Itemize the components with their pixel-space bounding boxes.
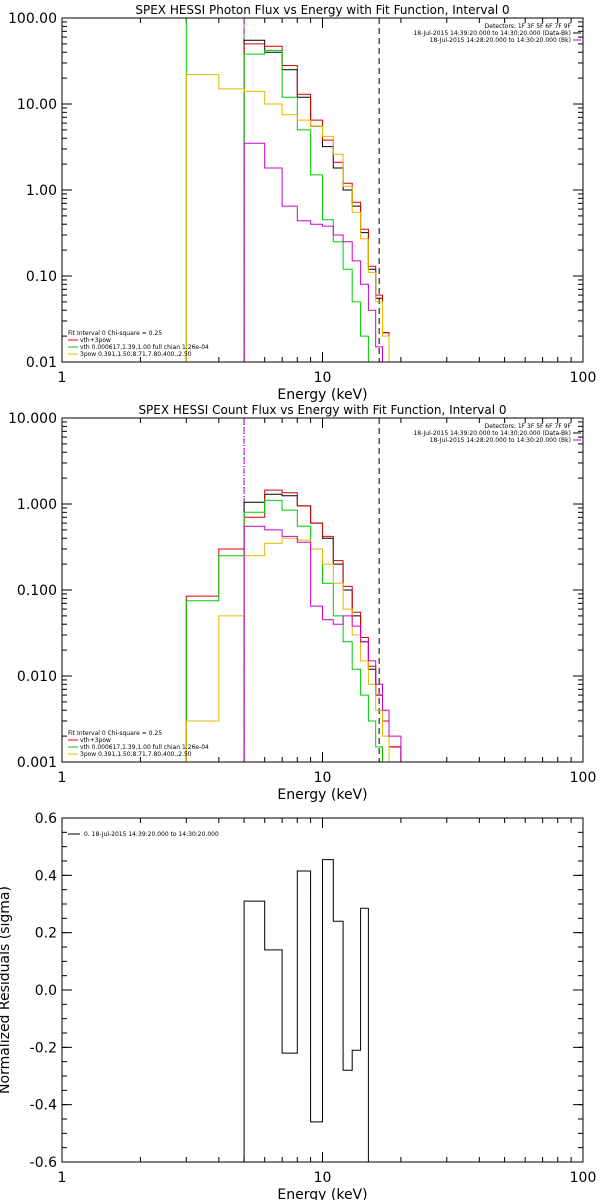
chart-title: SPEX HESSI Photon Flux vs Energy with Fi… (135, 3, 509, 17)
x-tick-label: 100 (570, 1170, 597, 1186)
y-tick-label: 1.000 (17, 497, 57, 513)
y-tick-label: -0.2 (30, 1040, 57, 1056)
series-line-5 (243, 525, 402, 762)
y-tick-label: 10.00 (17, 97, 57, 113)
chart-title: SPEX HESSI Count Flux vs Energy with Fit… (138, 403, 506, 417)
y-tick-label: 0.6 (35, 811, 57, 827)
x-axis-label: Energy (keV) (277, 787, 367, 803)
plot-frame (61, 17, 584, 363)
x-tick-label: 1 (58, 770, 67, 786)
y-tick-label: 0.10 (26, 269, 57, 285)
y-tick-label: 0.4 (35, 868, 57, 884)
x-tick-label: 100 (570, 770, 597, 786)
x-tick-label: 10 (314, 370, 332, 386)
legend-entry-2: vth+3pow (80, 337, 111, 344)
y-tick-label: -0.4 (30, 1098, 57, 1114)
legend-entry-3: vth 0.000617,1.39,1.00 full chian 1.26e-… (80, 344, 209, 351)
info-line-1: Detectors: 1F 3F 5F 6F 7F 9F (485, 23, 572, 30)
legend-entry-1: Fit Interval 0 Chi-square = 0.25 (68, 330, 162, 337)
y-tick-label: 0.0 (35, 983, 57, 999)
y-tick-label: 100.00 (8, 11, 57, 27)
chart-panel-2: SPEX HESSI Count Flux vs Energy with Fit… (8, 403, 596, 803)
y-tick-label: 0.2 (35, 926, 57, 942)
y-axis-label: Normalized Residuals (sigma) (0, 886, 13, 1094)
y-tick-label: 0.001 (17, 755, 57, 771)
x-tick-label: 1 (58, 1170, 67, 1186)
plot-area (185, 18, 401, 362)
legend-entry-3: vth 0.000617,1.39,1.00 full chian 1.26e-… (80, 744, 209, 751)
y-tick-label: 0.010 (17, 669, 57, 685)
plot-frame (61, 817, 584, 1163)
series-line-5 (243, 142, 401, 362)
x-axis-label: Energy (keV) (277, 387, 367, 403)
series-line-4 (185, 74, 401, 362)
info-line-3: 18-Jul-2015 14:28:20.000 to 14:30:20.000… (430, 37, 571, 44)
x-tick-label: 10 (314, 770, 332, 786)
legend-entry-2: vth+3pow (80, 737, 111, 744)
y-tick-label: 1.00 (26, 183, 57, 199)
legend-entry-1: Fit Interval 0 Chi-square = 0.25 (68, 730, 162, 737)
legend-entry-1: 0. 18-Jul-2015 14:39:20.000 to 14:30:20.… (84, 831, 219, 838)
y-tick-label: 10.000 (8, 411, 57, 427)
y-tick-label: 0.100 (17, 583, 57, 599)
series-line-2 (185, 489, 402, 762)
info-line-1: Detectors: 1F 3F 5F 6F 7F 9F (485, 423, 572, 430)
chart-panel-1: SPEX HESSI Photon Flux vs Energy with Fi… (8, 3, 596, 403)
info-line-2: 18-Jul-2015 14:39:20.000 to 14:30:20.000… (413, 30, 571, 37)
info-line-3: 18-Jul-2015 14:28:20.000 to 14:30:20.000… (430, 437, 571, 444)
info-line-2: 18-Jul-2015 14:39:20.000 to 14:30:20.000… (413, 430, 571, 437)
x-tick-label: 1 (58, 370, 67, 386)
series-line-3 (185, 499, 401, 762)
x-tick-label: 10 (314, 1170, 332, 1186)
series-line-4 (185, 537, 401, 762)
series-line-1 (243, 859, 380, 1162)
plot-area (185, 418, 402, 762)
x-axis-label: Energy (keV) (277, 1187, 367, 1200)
y-tick-label: -0.6 (30, 1155, 57, 1171)
y-tick-label: 0.01 (26, 355, 57, 371)
plot-area (243, 859, 380, 1162)
legend-entry-4: 3pow 0.391,1.50,8.71,7.80,400.,2.50 (80, 751, 192, 758)
legend-entry-4: 3pow 0.391,1.50,8.71,7.80,400.,2.50 (80, 351, 192, 358)
chart-panel-3: 1 10 100 -0.6 -0.4 -0.2 0.0 0.2 0.4 0.6 Energy (ke… (0, 811, 596, 1200)
x-tick-label: 100 (570, 370, 597, 386)
plot-frame (61, 417, 584, 763)
